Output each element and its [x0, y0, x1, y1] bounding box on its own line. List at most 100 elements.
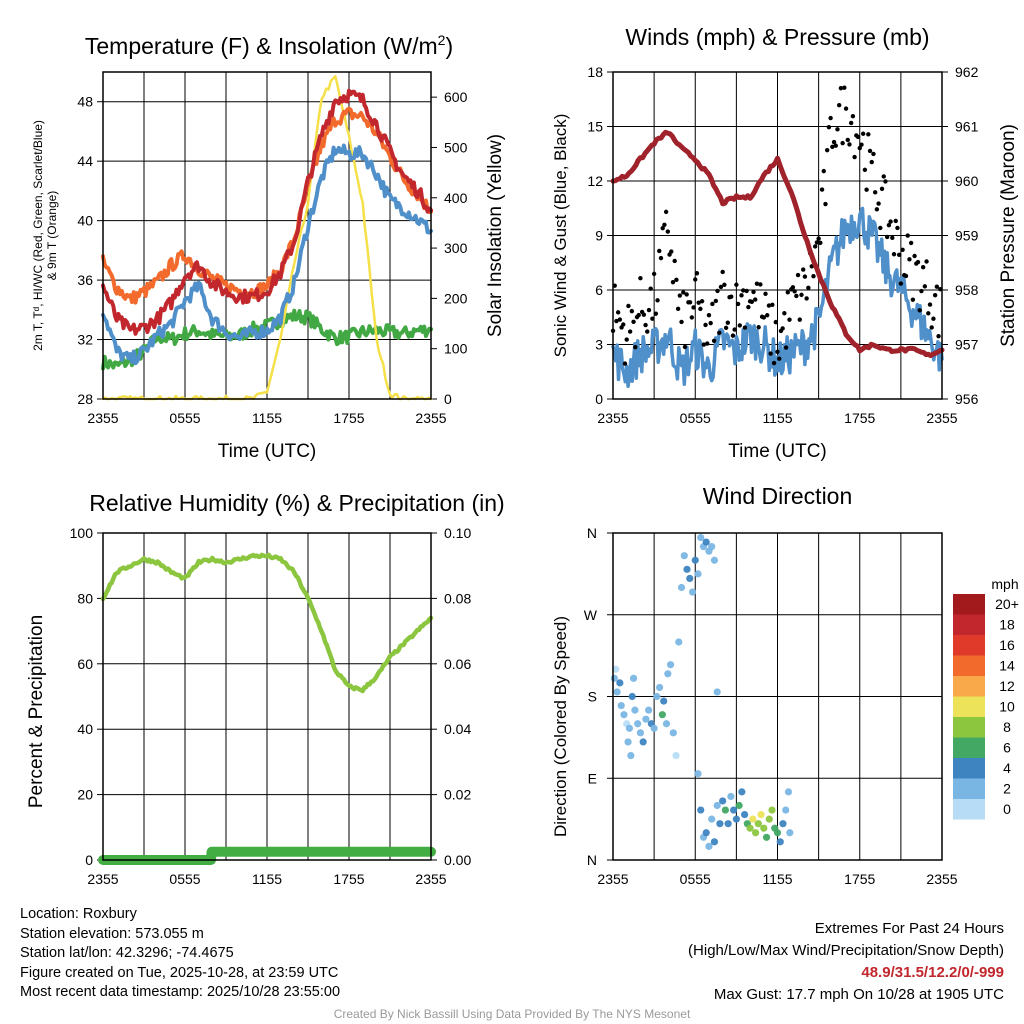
winds-gust-point: [681, 290, 686, 295]
direction-ytick-label: E: [588, 770, 597, 786]
winds-gust-point: [646, 307, 652, 313]
winds-gust-point: [777, 356, 782, 361]
direction-point: [751, 829, 760, 837]
humidity-ylabel-left: Percent & Precipitation: [26, 615, 47, 808]
direction-point: [779, 820, 787, 828]
winds-gust-point: [722, 282, 727, 287]
direction-point: [713, 688, 721, 696]
direction-point: [666, 661, 675, 669]
direction-point: [691, 556, 699, 564]
winds-gust-point: [824, 147, 830, 153]
direction-xtick-label: 2355: [597, 871, 628, 887]
winds-gust-point: [835, 127, 840, 132]
direction-point: [702, 829, 710, 837]
winds-gust-point: [720, 269, 725, 275]
humidity-ytick-label: 0: [85, 852, 93, 868]
direction-legend-swatch: [953, 614, 985, 635]
direction-legend-swatch: [953, 778, 985, 799]
winds-ytick-label: 18: [587, 64, 603, 80]
direction-point: [688, 588, 697, 596]
winds-gust-point: [655, 298, 660, 303]
direction-legend-swatch: [953, 737, 985, 758]
temperature-ylabel-left: 2m T, Tᵈ, HI/WC (Red, Green, Scarlet/Blu…: [31, 120, 45, 351]
winds-gust-point: [717, 330, 722, 335]
temperature-series-2m-t: [101, 88, 433, 336]
winds-xlabel: Time (UTC): [728, 441, 827, 462]
temperature-ylabel-left-2: & 9m T (Orange): [45, 191, 59, 281]
winds-gust-point: [773, 319, 778, 325]
temperature-xtick-label: 1755: [333, 410, 364, 426]
winds-gust-point: [761, 315, 766, 320]
winds-plot-border: [612, 71, 943, 400]
winds-gust-point: [693, 277, 698, 282]
direction-point: [669, 729, 677, 737]
humidity-xtick-label: 0555: [169, 871, 200, 887]
winds-gust-point: [799, 292, 804, 298]
winds-gust-point: [653, 311, 659, 316]
winds-gust-point: [758, 282, 763, 287]
direction-point: [634, 720, 642, 728]
direction-point: [653, 692, 661, 701]
winds-gust-point: [898, 281, 904, 286]
winds-gust-point: [852, 154, 857, 160]
humidity-series-relative-humidity: [100, 552, 434, 694]
winds-gust-point: [725, 320, 731, 325]
temperature-plot-border: [102, 71, 432, 400]
winds-gust-point: [689, 315, 695, 320]
direction-point: [612, 665, 620, 673]
winds-gust-point: [794, 293, 799, 299]
winds-ytick-label-right: 962: [955, 64, 979, 80]
winds-gust-point: [782, 311, 787, 316]
winds-gust-point: [621, 322, 626, 327]
direction-point: [735, 801, 743, 810]
winds-gust-point: [878, 225, 883, 231]
winds-gust-point: [735, 301, 741, 307]
direction-point: [697, 533, 705, 542]
winds-gust-point: [797, 317, 802, 322]
temperature-ytick-label-right: 200: [444, 290, 468, 306]
direction-point: [746, 824, 754, 832]
direction-xtick-label: 1155: [762, 871, 792, 887]
extremes-values: 48.9/31.5/12.2/0/-999: [861, 964, 1004, 981]
temperature-series-hi-wc: [101, 143, 433, 366]
winds-gust-point: [706, 312, 712, 318]
direction-point: [708, 815, 716, 823]
winds-gust-point: [718, 284, 724, 290]
winds-gust-point: [936, 333, 941, 339]
winds-gust-point: [638, 276, 643, 281]
direction-point: [694, 770, 702, 778]
winds-gust-point: [866, 132, 871, 137]
temperature-ytick-label-right: 600: [444, 89, 468, 105]
direction-point: [683, 565, 691, 573]
temperature-ytick-label: 44: [77, 153, 93, 169]
direction-legend-label: 4: [1003, 760, 1011, 776]
winds-gust-point: [801, 267, 806, 272]
direction-point: [620, 711, 628, 719]
direction-point: [656, 683, 664, 692]
direction-plot-border: [612, 532, 943, 861]
figure-created: Figure created on Tue, 2025-10-28, at 23…: [20, 964, 339, 981]
direction-point: [727, 792, 735, 801]
direction-point: [660, 697, 668, 705]
direction-point: [724, 820, 732, 828]
direction-point: [762, 833, 771, 841]
winds-ylabel-right: Station Pressure (Maroon): [998, 124, 1019, 347]
direction-xtick-label: 2355: [926, 871, 957, 887]
humidity-ytick-label-right: 0.06: [444, 656, 471, 672]
direction-point: [629, 674, 638, 682]
humidity-xtick-label: 1155: [252, 871, 282, 887]
direction-point: [697, 806, 705, 814]
direction-point: [650, 724, 658, 732]
winds-gust-point: [869, 159, 874, 165]
temperature-xtick-label: 1155: [252, 410, 282, 426]
temperature-ytick-label-right: 0: [444, 391, 452, 407]
direction-point: [631, 706, 639, 714]
winds-ytick-label-right: 960: [955, 173, 979, 189]
winds-gust-point: [855, 134, 861, 140]
winds-gust-point: [629, 308, 635, 314]
winds-gust-point: [840, 140, 845, 146]
winds-gust-point: [879, 186, 885, 192]
direction-legend-swatch: [953, 799, 985, 820]
winds-gust-point: [665, 229, 671, 234]
